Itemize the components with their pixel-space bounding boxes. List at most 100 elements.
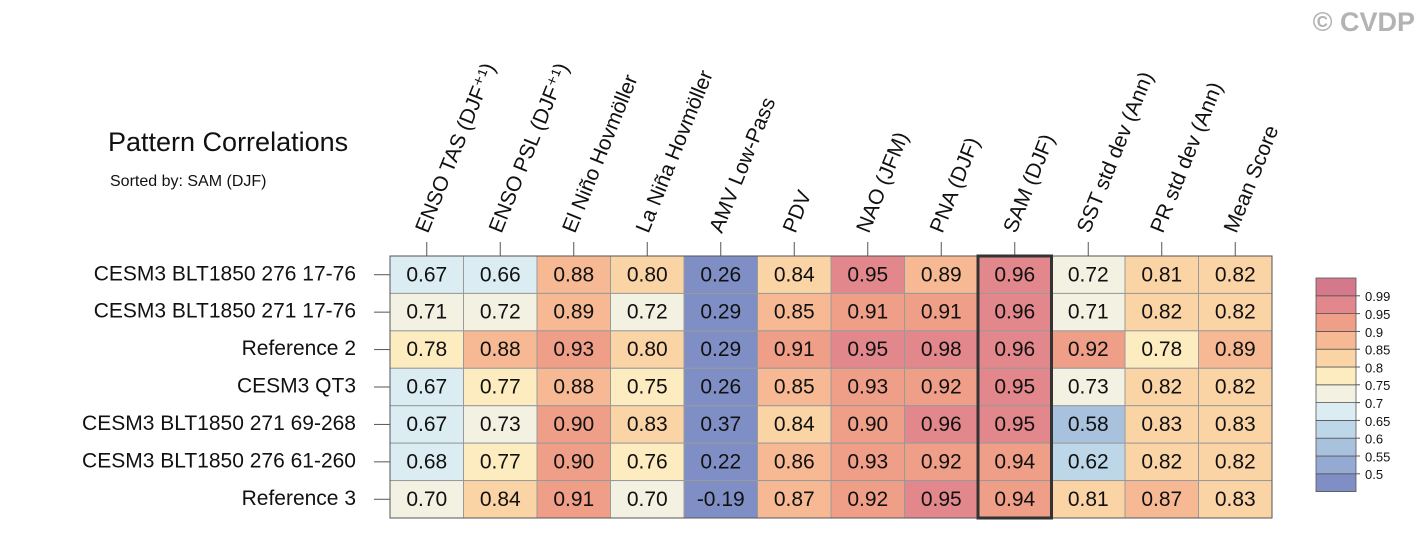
- colorbar-box: [1315, 348, 1357, 368]
- colorbar-label: 0.55: [1365, 449, 1390, 464]
- cell-label: 0.95: [847, 338, 888, 361]
- heatmap-cell: [1124, 367, 1199, 407]
- cell-label: 0.82: [1141, 376, 1182, 399]
- column-label: El Niño Hovmöller: [558, 72, 642, 236]
- column-label: PDV: [779, 187, 817, 236]
- cell-label: 0.91: [847, 301, 888, 324]
- cell-label: 0.73: [480, 413, 521, 436]
- cell-label: 0.93: [847, 450, 888, 473]
- cell-label: 0.68: [406, 450, 447, 473]
- cell-label: 0.92: [1068, 338, 1109, 361]
- heatmap-cell: [536, 255, 611, 294]
- colorbar-box: [1315, 330, 1357, 350]
- cell-label: 0.80: [627, 338, 668, 361]
- heatmap-cell: [830, 405, 905, 444]
- cell-label: 0.95: [847, 263, 888, 286]
- cell-label: 0.84: [774, 263, 815, 286]
- heatmap-cell: [683, 367, 758, 407]
- heatmap-cell: [1051, 442, 1126, 482]
- cell-label: 0.70: [627, 488, 668, 511]
- colorbar-label: 0.6: [1365, 432, 1383, 447]
- heatmap-cell: [463, 405, 538, 444]
- cell-label: 0.88: [553, 376, 594, 399]
- heatmap-cell: [904, 442, 979, 482]
- chart-title: Pattern Correlations: [108, 127, 348, 157]
- row-label: Reference 2: [242, 337, 356, 360]
- heatmap-cell: [757, 330, 832, 369]
- heatmap-cell: [977, 367, 1052, 407]
- row-label: Reference 3: [242, 487, 356, 510]
- colorbar-box: [1315, 295, 1357, 314]
- cell-label: 0.90: [553, 450, 594, 473]
- cell-label: 0.70: [406, 488, 447, 511]
- cell-label: 0.88: [553, 263, 594, 286]
- cell-label: 0.92: [921, 450, 962, 473]
- cell-label: 0.87: [774, 488, 815, 511]
- cell-label: 0.95: [994, 376, 1035, 399]
- column-label: NAO (JFM): [852, 129, 913, 236]
- cell-label: 0.96: [994, 301, 1035, 324]
- colorbar-box: [1315, 366, 1357, 386]
- colorbar-box: [1315, 419, 1357, 439]
- cell-label: 0.82: [1215, 450, 1256, 473]
- heatmap-cell: [977, 255, 1052, 294]
- heatmap-cell: [1198, 292, 1273, 332]
- heatmap-cell: [1124, 330, 1199, 369]
- cell-label: 0.94: [994, 488, 1035, 511]
- cell-label: 0.84: [480, 488, 521, 511]
- cell-label: 0.96: [994, 263, 1035, 286]
- heatmap-cell: [904, 367, 979, 407]
- heatmap-cell: [830, 367, 905, 407]
- cell-label: 0.82: [1215, 376, 1256, 399]
- cell-label: 0.67: [406, 376, 447, 399]
- cell-label: 0.85: [774, 376, 815, 399]
- cell-label: 0.91: [774, 338, 815, 361]
- row-label: CESM3 BLT1850 271 69-268: [82, 412, 356, 435]
- cell-label: 0.72: [1068, 263, 1109, 286]
- cell-label: 0.22: [700, 450, 741, 473]
- cell-label: 0.92: [847, 488, 888, 511]
- colorbar-label: 0.99: [1365, 289, 1390, 304]
- colorbar-label: 0.9: [1365, 325, 1383, 340]
- heatmap-cell: [536, 442, 611, 482]
- cell-label: 0.78: [406, 338, 447, 361]
- cell-label: 0.72: [627, 301, 668, 324]
- cell-label: 0.37: [700, 413, 741, 436]
- heatmap-cell: [977, 442, 1052, 482]
- heatmap-cell: [977, 405, 1052, 444]
- cell-label: 0.81: [1141, 263, 1182, 286]
- cell-label: 0.78: [1141, 338, 1182, 361]
- cell-label: 0.73: [1068, 376, 1109, 399]
- cell-label: 0.89: [1215, 338, 1256, 361]
- heatmap-cell: [536, 405, 611, 444]
- heatmap-cell: [977, 292, 1052, 332]
- column-label: PNA (DJF): [926, 134, 985, 236]
- colorbar-label: 0.8: [1365, 360, 1383, 375]
- colorbar-box: [1315, 455, 1357, 475]
- table-border: [389, 255, 1273, 519]
- column-label: SAM (DJF): [999, 131, 1059, 236]
- cell-label: 0.77: [480, 450, 521, 473]
- cell-label: 0.82: [1141, 450, 1182, 473]
- highlight-column: [976, 254, 1053, 520]
- heatmap-cell: [1124, 292, 1199, 332]
- heatmap-cell: [1124, 405, 1199, 444]
- chart-subtitle: Sorted by: SAM (DJF): [110, 173, 266, 190]
- cell-label: 0.92: [921, 376, 962, 399]
- cell-label: 0.29: [700, 338, 741, 361]
- colorbar-box: [1315, 402, 1357, 421]
- heatmap-cell: [610, 367, 685, 407]
- cell-label: 0.80: [627, 263, 668, 286]
- heatmap-cell: [757, 405, 832, 444]
- cell-label: 0.75: [627, 376, 668, 399]
- cell-label: 0.71: [406, 301, 447, 324]
- colorbar-box: [1315, 437, 1357, 457]
- colorbar-label: 0.7: [1365, 396, 1383, 411]
- heatmap-cell: [1198, 367, 1273, 407]
- cell-label: 0.29: [700, 301, 741, 324]
- cell-label: 0.82: [1141, 301, 1182, 324]
- heatmap-cell: [389, 480, 464, 519]
- cell-label: 0.85: [774, 301, 815, 324]
- heatmap-cell: [904, 405, 979, 444]
- heatmap-cell: [610, 480, 685, 519]
